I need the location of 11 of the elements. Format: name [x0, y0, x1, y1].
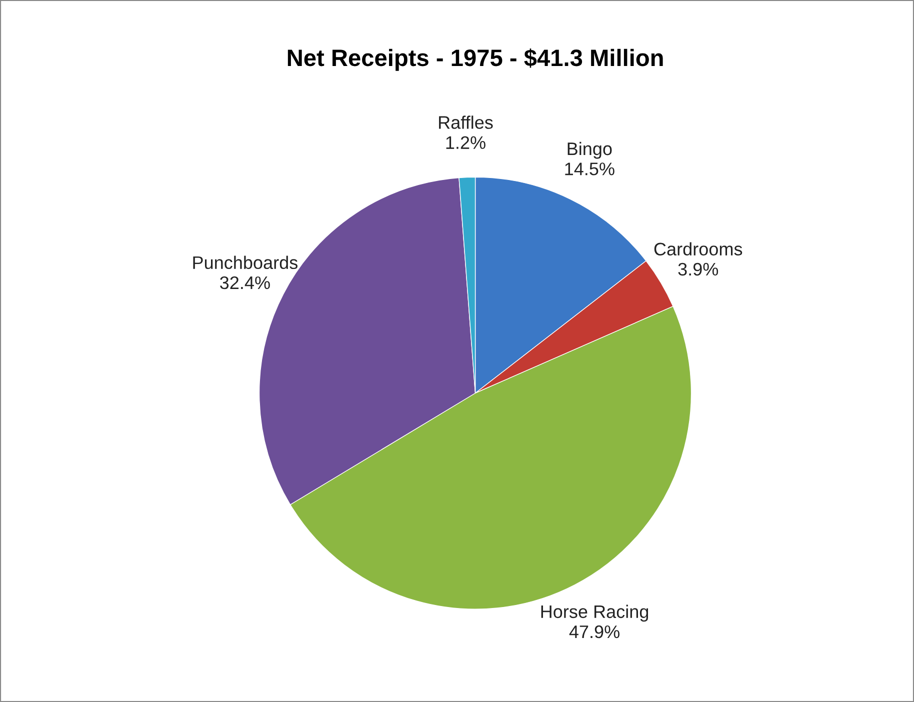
data-label: 47.9%: [569, 625, 620, 638]
data-label: 32.4%: [220, 276, 270, 290]
slice-label: Raffles: [439, 116, 493, 129]
slice-label: Bingo: [568, 142, 612, 159]
data-label: 1.2%: [446, 136, 486, 149]
chart-title: Net Receipts - 1975 - $41.3 Million: [288, 48, 663, 71]
slice-label: Punchboards: [193, 256, 298, 270]
data-label: 3.9%: [678, 262, 718, 276]
slice-label: Horse Racing: [541, 604, 648, 622]
data-label: 14.5%: [565, 162, 614, 176]
slice-label: Cardrooms: [654, 242, 742, 256]
